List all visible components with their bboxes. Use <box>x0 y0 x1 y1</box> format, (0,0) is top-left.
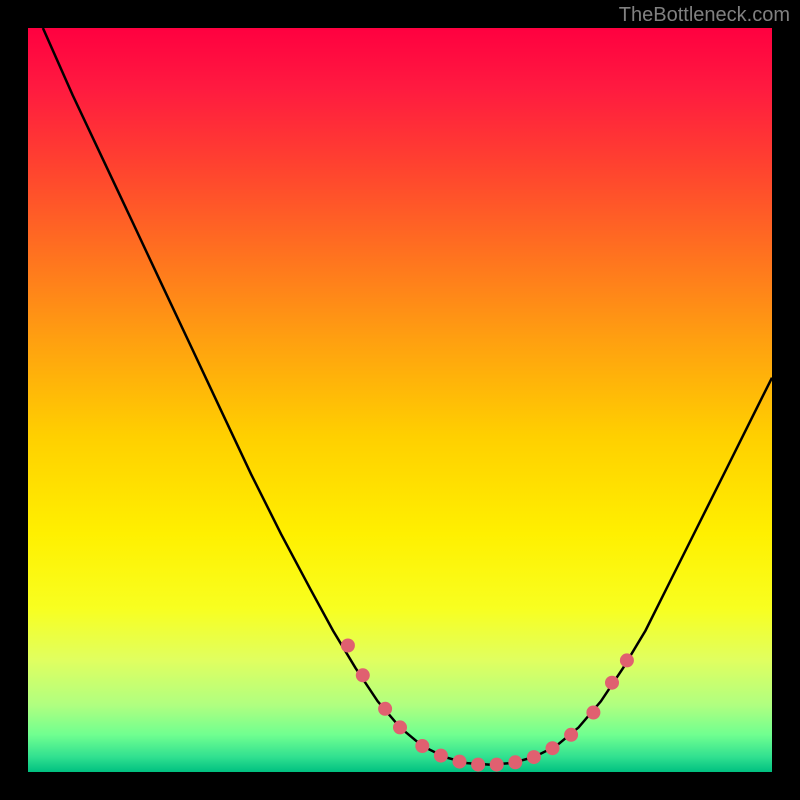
data-marker <box>415 739 429 753</box>
chart-container <box>28 28 772 772</box>
curve-overlay <box>28 28 772 772</box>
data-marker <box>471 758 485 772</box>
data-marker <box>393 720 407 734</box>
data-marker <box>434 749 448 763</box>
data-marker <box>508 755 522 769</box>
data-marker <box>564 728 578 742</box>
data-marker <box>490 758 504 772</box>
data-marker <box>341 639 355 653</box>
bottleneck-curve <box>43 28 772 765</box>
data-marker <box>378 702 392 716</box>
data-marker <box>605 676 619 690</box>
data-marker <box>620 653 634 667</box>
data-marker <box>546 741 560 755</box>
data-marker <box>586 706 600 720</box>
data-marker <box>356 668 370 682</box>
data-marker <box>527 750 541 764</box>
data-markers <box>341 639 634 772</box>
watermark-text: TheBottleneck.com <box>619 4 790 27</box>
data-marker <box>453 755 467 769</box>
